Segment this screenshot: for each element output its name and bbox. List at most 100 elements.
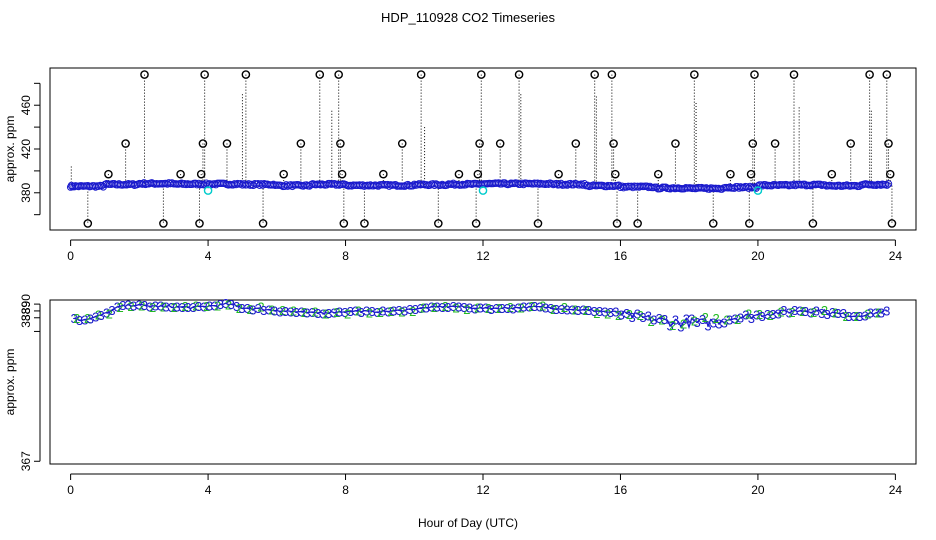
bottom-marker-2: 2 bbox=[778, 305, 785, 320]
bottom-marker-2: 2 bbox=[572, 302, 579, 317]
bottom-marker-3: 3 bbox=[672, 312, 679, 327]
bottom-series-path bbox=[73, 302, 887, 330]
top-plot-frame bbox=[49, 67, 917, 231]
bottom-marker-2: 2 bbox=[73, 311, 80, 326]
top-open-circle bbox=[590, 70, 599, 79]
bottom-marker-2: 2 bbox=[550, 302, 557, 317]
bottom-marker-2: 2 bbox=[203, 299, 210, 314]
top-y-tick-label: 380 bbox=[19, 182, 33, 202]
bottom-marker-2: 2 bbox=[615, 308, 622, 323]
top-open-circle bbox=[865, 70, 874, 79]
top-open-circle bbox=[83, 219, 93, 228]
bottom-x-tick-label: 12 bbox=[476, 483, 490, 497]
bottom-marker-3: 3 bbox=[298, 304, 305, 319]
top-open-circle bbox=[176, 169, 185, 179]
bottom-marker-2: 2 bbox=[745, 306, 752, 321]
bottom-marker-3: 3 bbox=[244, 301, 251, 316]
bottom-marker-3: 3 bbox=[293, 305, 300, 320]
top-open-circle bbox=[379, 169, 388, 179]
top-open-circle bbox=[671, 139, 680, 148]
bottom-marker-3: 3 bbox=[629, 310, 636, 325]
bottom-marker-2: 2 bbox=[387, 304, 394, 319]
bottom-marker-2: 2 bbox=[214, 298, 221, 313]
bottom-marker-3: 3 bbox=[607, 305, 614, 320]
bottom-marker-3: 3 bbox=[130, 299, 137, 314]
bottom-marker-2: 2 bbox=[312, 305, 319, 320]
bottom-marker-3: 3 bbox=[769, 307, 776, 322]
top-open-circle bbox=[748, 139, 758, 148]
top-baseline-series bbox=[66, 179, 893, 193]
bottom-marker-3: 3 bbox=[450, 299, 457, 314]
bottom-marker-3: 3 bbox=[851, 309, 858, 324]
bottom-marker-3: 3 bbox=[488, 302, 495, 317]
bottom-marker-3: 3 bbox=[135, 297, 142, 312]
bottom-marker-3: 3 bbox=[856, 309, 863, 324]
bottom-marker-3: 3 bbox=[721, 316, 728, 331]
bottom-y-axis-title: approx. ppm bbox=[3, 349, 17, 416]
bottom-marker-3: 3 bbox=[70, 311, 77, 326]
bottom-marker-3: 3 bbox=[222, 296, 229, 311]
bottom-marker-2: 2 bbox=[377, 305, 384, 320]
bottom-marker-3: 3 bbox=[699, 312, 706, 327]
bottom-marker-3: 3 bbox=[363, 304, 370, 319]
bottom-marker-3: 3 bbox=[845, 309, 852, 324]
bottom-marker-2: 2 bbox=[799, 304, 806, 319]
bottom-marker-3: 3 bbox=[466, 300, 473, 315]
bottom-marker-3: 3 bbox=[249, 302, 256, 317]
top-open-circle bbox=[337, 169, 347, 179]
bottom-marker-3: 3 bbox=[255, 301, 262, 316]
bottom-marker-3: 3 bbox=[569, 302, 576, 317]
bottom-marker-2: 2 bbox=[301, 305, 308, 320]
bottom-marker-2: 2 bbox=[355, 303, 362, 318]
bottom-marker-3: 3 bbox=[623, 306, 630, 321]
bottom-marker-3: 3 bbox=[184, 300, 191, 315]
bottom-marker-2: 2 bbox=[767, 308, 774, 323]
bottom-marker-3: 3 bbox=[141, 298, 148, 313]
bottom-marker-3: 3 bbox=[731, 311, 738, 326]
bottom-marker-3: 3 bbox=[840, 306, 847, 321]
bottom-marker-3: 3 bbox=[834, 306, 841, 321]
top-x-tick-label: 24 bbox=[889, 249, 903, 263]
bottom-marker-3: 3 bbox=[206, 299, 213, 314]
bottom-marker-3: 3 bbox=[444, 300, 451, 315]
top-open-circle bbox=[200, 70, 209, 79]
top-open-circle bbox=[159, 219, 168, 228]
bottom-marker-3: 3 bbox=[320, 306, 327, 321]
bottom-marker-3: 3 bbox=[314, 306, 321, 321]
bottom-x-tick-label: 20 bbox=[751, 483, 765, 497]
top-x-tick-label: 0 bbox=[67, 249, 74, 263]
bottom-marker-3: 3 bbox=[114, 300, 121, 315]
bottom-marker-3: 3 bbox=[867, 305, 874, 320]
bottom-marker-2: 2 bbox=[626, 307, 633, 322]
bottom-marker-2: 2 bbox=[279, 303, 286, 318]
bottom-marker-3: 3 bbox=[163, 299, 170, 314]
bottom-marker-3: 3 bbox=[704, 319, 711, 334]
top-open-circle bbox=[336, 139, 345, 148]
top-panel: 0 4 8 12 16 20 24 380 420 460 approx. ppm bbox=[3, 67, 917, 263]
bottom-marker-3: 3 bbox=[152, 299, 159, 314]
top-open-circle bbox=[533, 219, 543, 228]
bottom-marker-3: 3 bbox=[428, 299, 435, 314]
bottom-marker-3: 3 bbox=[818, 306, 825, 321]
bottom-marker-3: 3 bbox=[509, 301, 516, 316]
bottom-marker-2: 2 bbox=[637, 308, 644, 323]
bottom-marker-2: 2 bbox=[658, 312, 665, 327]
bottom-marker-3: 3 bbox=[802, 304, 809, 319]
bottom-marker-3: 3 bbox=[634, 306, 641, 321]
bottom-marker-2: 2 bbox=[517, 300, 524, 315]
bottom-marker-2: 2 bbox=[756, 307, 763, 322]
bottom-marker-3: 3 bbox=[742, 308, 749, 323]
bottom-y-tick-label: 390 bbox=[19, 294, 33, 314]
top-open-circle bbox=[258, 219, 268, 228]
top-open-circle bbox=[334, 70, 343, 79]
top-open-circle bbox=[887, 219, 897, 228]
bottom-marker-3: 3 bbox=[563, 302, 570, 317]
bottom-marker-3: 3 bbox=[861, 309, 868, 324]
bottom-marker-3: 3 bbox=[309, 305, 316, 320]
bottom-marker-3: 3 bbox=[883, 303, 890, 318]
bottom-marker-3: 3 bbox=[515, 301, 522, 316]
top-open-circle bbox=[609, 139, 618, 148]
bottom-marker-3: 3 bbox=[791, 303, 798, 318]
bottom-marker-2: 2 bbox=[539, 298, 546, 313]
